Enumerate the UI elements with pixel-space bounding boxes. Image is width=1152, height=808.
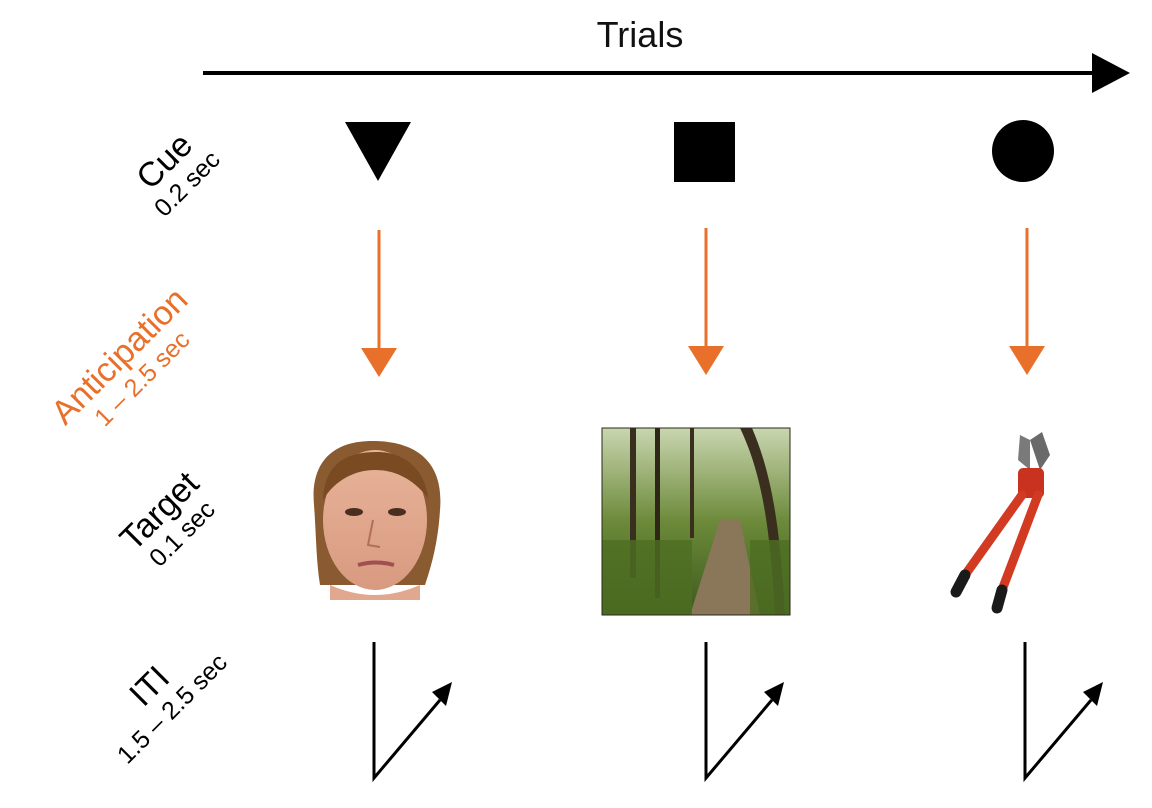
circle-cue-icon (992, 120, 1054, 182)
square-cue-icon (674, 122, 735, 182)
trials-axis-arrow (203, 53, 1130, 93)
anticipation-arrow (1009, 228, 1045, 375)
anticipation-arrow (361, 230, 397, 377)
iti-arrow-icon (372, 642, 452, 783)
forest-path-photo (601, 427, 791, 616)
triangle-cue-icon (345, 122, 411, 181)
iti-arrow-icon (1023, 642, 1103, 783)
anticipation-arrow (688, 228, 724, 375)
trials-axis-label: Trials (596, 14, 684, 55)
bolt-cutters-photo (950, 432, 1050, 614)
iti-arrow-icon (704, 642, 784, 783)
face-photo (313, 440, 441, 600)
